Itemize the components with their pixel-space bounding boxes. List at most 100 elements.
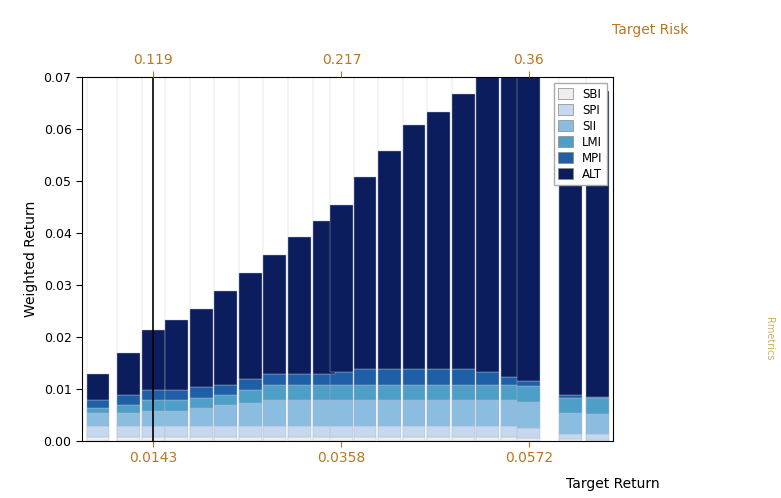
Bar	[501, 377, 523, 384]
Bar	[378, 369, 401, 384]
Bar	[559, 439, 583, 441]
Bar	[559, 395, 583, 397]
Bar	[87, 413, 109, 426]
Bar	[312, 400, 335, 426]
Bar	[330, 400, 353, 426]
Bar	[312, 426, 335, 437]
Bar	[190, 408, 212, 426]
Bar	[166, 437, 188, 441]
Text: Rmetrics: Rmetrics	[765, 317, 774, 361]
Bar	[330, 206, 353, 372]
Bar	[330, 437, 353, 441]
Bar	[427, 437, 450, 441]
Bar	[559, 397, 583, 413]
Bar	[559, 89, 583, 395]
Bar	[166, 390, 188, 400]
Bar	[239, 390, 262, 403]
Bar	[288, 400, 311, 426]
Bar	[518, 402, 540, 428]
Bar	[518, 428, 540, 438]
Bar	[354, 400, 376, 426]
Bar	[403, 426, 426, 437]
Bar	[117, 354, 140, 395]
Bar	[141, 437, 165, 441]
Bar	[215, 395, 237, 405]
Bar	[559, 413, 583, 434]
Bar	[451, 384, 475, 400]
Bar	[586, 397, 608, 398]
Bar	[239, 437, 262, 441]
Bar	[288, 426, 311, 437]
Bar	[403, 437, 426, 441]
Bar	[117, 413, 140, 426]
Bar	[263, 374, 287, 384]
Bar	[501, 70, 523, 377]
Bar	[190, 309, 212, 387]
Bar	[263, 400, 287, 426]
Bar	[87, 400, 109, 408]
Bar	[288, 374, 311, 384]
Bar	[263, 437, 287, 441]
Bar	[403, 400, 426, 426]
Bar	[378, 151, 401, 369]
Bar	[354, 437, 376, 441]
Bar	[476, 400, 499, 426]
Bar	[518, 75, 540, 381]
Bar	[141, 411, 165, 426]
Bar	[427, 426, 450, 437]
Bar	[215, 437, 237, 441]
Bar	[451, 437, 475, 441]
Bar	[239, 403, 262, 426]
Bar	[312, 384, 335, 400]
Bar	[518, 438, 540, 441]
Bar	[403, 384, 426, 400]
Bar	[518, 381, 540, 386]
Bar	[451, 369, 475, 384]
Bar	[586, 398, 608, 414]
Bar	[215, 384, 237, 395]
Bar	[476, 426, 499, 437]
Bar	[263, 384, 287, 400]
Bar	[451, 426, 475, 437]
Bar	[141, 330, 165, 390]
Bar	[476, 437, 499, 441]
Bar	[501, 384, 523, 400]
Bar	[141, 426, 165, 437]
Bar	[378, 400, 401, 426]
Bar	[403, 125, 426, 369]
Bar	[354, 426, 376, 437]
Bar	[263, 426, 287, 437]
Bar	[215, 405, 237, 426]
Bar	[288, 437, 311, 441]
Bar	[586, 414, 608, 434]
Bar	[354, 177, 376, 369]
Bar	[190, 397, 212, 408]
Bar	[190, 387, 212, 397]
Bar	[501, 437, 523, 441]
Y-axis label: Weighted Return: Weighted Return	[24, 201, 38, 317]
Bar	[518, 386, 540, 402]
Bar	[166, 426, 188, 437]
Bar	[312, 221, 335, 374]
X-axis label: Target Risk: Target Risk	[612, 22, 688, 36]
Bar	[87, 426, 109, 437]
Bar	[166, 400, 188, 411]
Bar	[166, 411, 188, 426]
Bar	[141, 390, 165, 400]
Bar	[239, 426, 262, 437]
Bar	[312, 437, 335, 441]
Bar	[476, 76, 499, 372]
Bar	[586, 434, 608, 440]
Bar	[215, 426, 237, 437]
Bar	[501, 426, 523, 437]
Bar	[239, 273, 262, 379]
Bar	[378, 384, 401, 400]
Bar	[559, 434, 583, 439]
Bar	[403, 369, 426, 384]
Bar	[330, 384, 353, 400]
Bar	[330, 372, 353, 384]
Bar	[166, 320, 188, 390]
Bar	[427, 384, 450, 400]
Bar	[586, 91, 608, 397]
Bar	[190, 426, 212, 437]
